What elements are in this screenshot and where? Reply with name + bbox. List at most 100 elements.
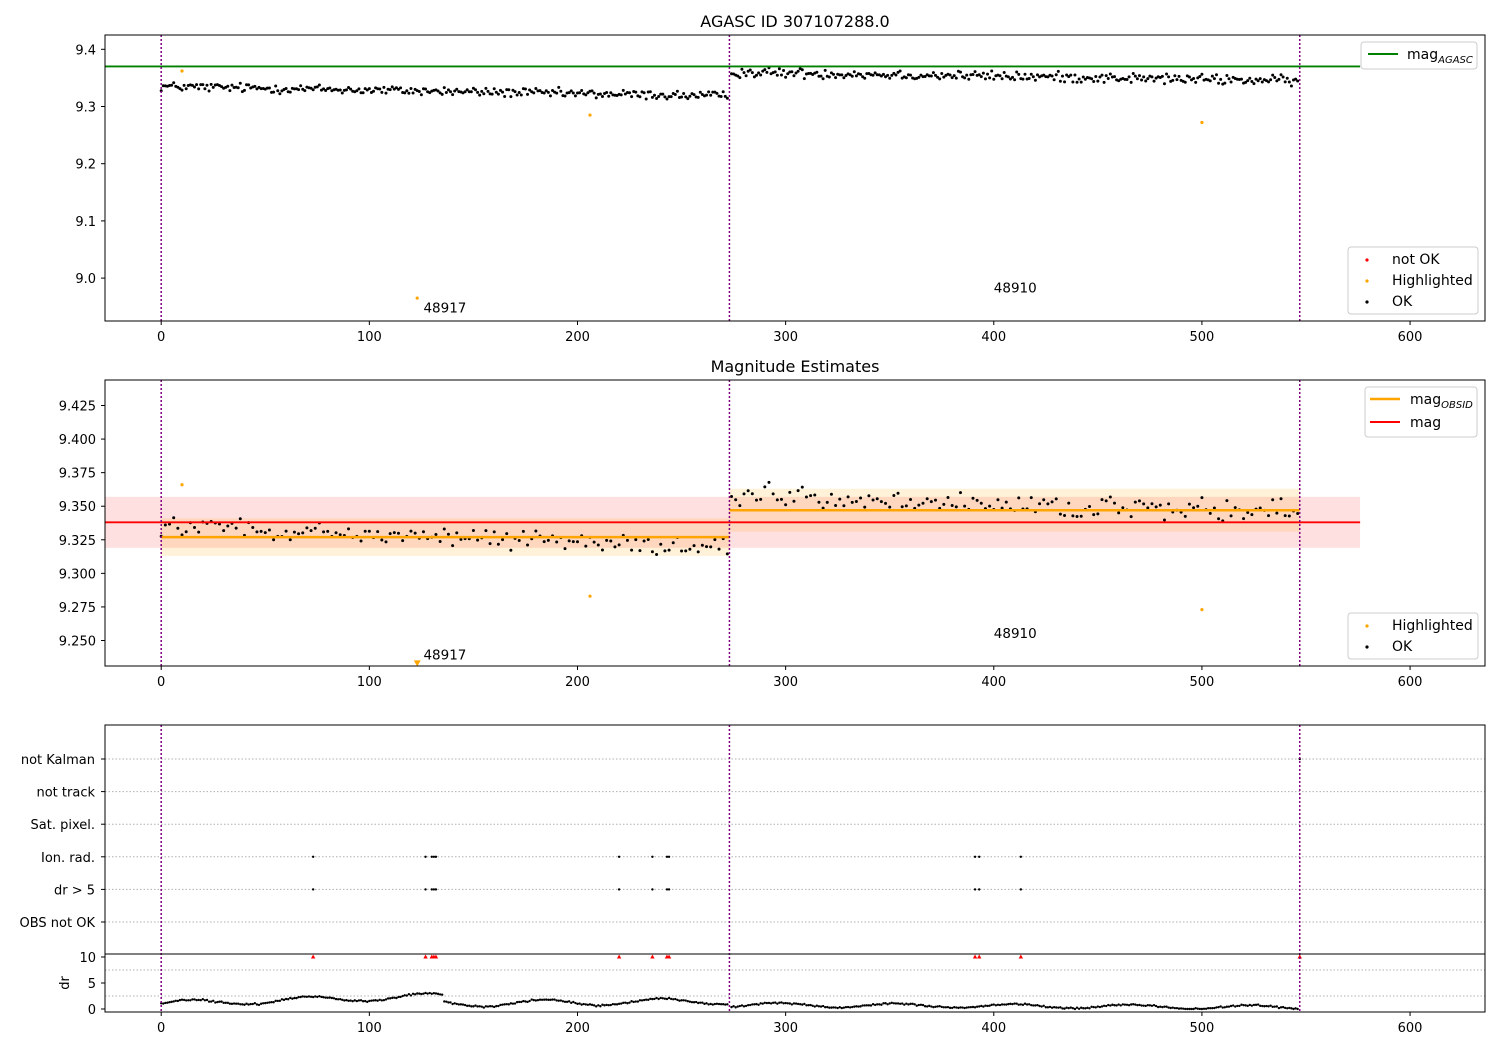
panel-1-y-tick-label: 9.2 <box>75 158 96 173</box>
dr-point <box>1181 1007 1185 1010</box>
panel-1-y-tick-label: 9.1 <box>75 215 96 230</box>
ok-point <box>1106 77 1110 81</box>
ok-point <box>792 74 796 78</box>
dr-point <box>555 999 558 1002</box>
dr-point <box>1021 1003 1025 1007</box>
ok-point <box>1002 70 1006 74</box>
ok-point <box>409 86 413 90</box>
ok-point <box>424 87 428 91</box>
ok-point <box>1192 506 1196 510</box>
dr-point <box>570 1001 573 1005</box>
dr-point <box>1005 1003 1008 1006</box>
ok-point <box>854 499 858 503</box>
ok-point <box>193 526 197 530</box>
ok-point <box>226 84 230 88</box>
dr-point <box>451 1002 454 1006</box>
ok-point <box>1104 499 1108 503</box>
dr-point <box>345 998 348 1002</box>
ok-point <box>255 530 259 534</box>
ok-point <box>509 548 513 552</box>
ok-point <box>419 93 423 97</box>
ok-point <box>752 75 756 79</box>
dr-point <box>599 1005 602 1008</box>
offscale-marker <box>413 660 421 667</box>
dr-point <box>1234 1005 1237 1008</box>
legend-mag-label: mag <box>1410 415 1441 431</box>
ok-point <box>1275 511 1279 515</box>
ok-point <box>1229 514 1233 518</box>
ok-point <box>519 93 523 97</box>
ok-point <box>992 77 996 81</box>
ok-point <box>526 543 530 547</box>
dr-point <box>1190 1007 1193 1011</box>
dr-point <box>751 1003 754 1006</box>
panel-1-axes: 0 100 200 300 400 500 600 9.0 9.1 9.2 9.3 9.4 <box>75 43 1422 345</box>
dr-point <box>1100 1005 1104 1008</box>
ok-point <box>594 96 598 100</box>
ok-point <box>1096 512 1100 516</box>
ok-point <box>717 547 721 551</box>
ok-point <box>971 496 975 500</box>
ok-point <box>571 540 575 544</box>
ok-point <box>958 70 962 74</box>
dr-point <box>1242 1003 1245 1007</box>
panel-2-y-tick-label: 9.250 <box>59 634 96 649</box>
ok-point <box>896 491 900 495</box>
dr-point <box>647 998 650 1002</box>
ok-point <box>829 492 833 496</box>
dr-point <box>399 995 402 999</box>
dr-point <box>1288 1006 1291 1010</box>
ok-point <box>551 89 555 93</box>
ok-point <box>705 93 709 97</box>
flag-point <box>1019 888 1023 891</box>
flag-point <box>432 855 436 858</box>
dr-point <box>193 998 196 1001</box>
dr-point <box>776 1002 779 1005</box>
panel-2-frame <box>104 379 1486 667</box>
dr-point <box>719 1003 723 1006</box>
ok-point <box>738 504 742 508</box>
ok-point <box>1279 73 1283 77</box>
ok-point <box>438 91 442 95</box>
ok-point <box>344 88 348 92</box>
ok-point <box>682 91 686 95</box>
ok-point <box>217 522 221 526</box>
dr-point <box>353 999 356 1002</box>
ok-point <box>453 89 457 93</box>
ok-point <box>1100 73 1104 77</box>
legend-magnitudes: magOBSID mag <box>1364 386 1478 438</box>
dr-point <box>1275 1005 1279 1008</box>
ok-point <box>1121 506 1125 510</box>
ok-point <box>709 545 713 549</box>
ok-point <box>388 532 392 536</box>
ok-point <box>193 85 197 89</box>
dr-point <box>264 1001 267 1005</box>
dr-point <box>863 1004 866 1007</box>
dr-point <box>311 995 315 999</box>
ok-point <box>800 485 804 489</box>
dr-point <box>203 999 207 1002</box>
obsid-annotation: 48917 <box>423 300 466 316</box>
dr-point <box>424 991 427 995</box>
ok-point <box>1267 80 1271 84</box>
ok-point <box>881 72 885 76</box>
ok-point <box>904 76 908 80</box>
ok-point <box>305 526 309 530</box>
panel-2-x-tick-label: 0 <box>157 675 165 690</box>
dr-point <box>774 1001 777 1004</box>
ok-point <box>650 95 654 99</box>
dr-point <box>1248 1003 1251 1007</box>
ok-point <box>505 532 509 536</box>
ok-point <box>1127 75 1131 79</box>
ok-point <box>892 71 896 75</box>
dr-point <box>736 1005 739 1008</box>
dr-point <box>761 1002 764 1005</box>
ok-point <box>451 93 455 97</box>
ok-point <box>163 523 167 527</box>
dr-point <box>507 1003 511 1006</box>
dr-point <box>1036 1003 1039 1007</box>
ok-point <box>1092 80 1096 84</box>
dr-point <box>657 997 660 1001</box>
ok-point <box>655 552 659 556</box>
panel-3-x-tick-label: 600 <box>1398 1021 1423 1036</box>
